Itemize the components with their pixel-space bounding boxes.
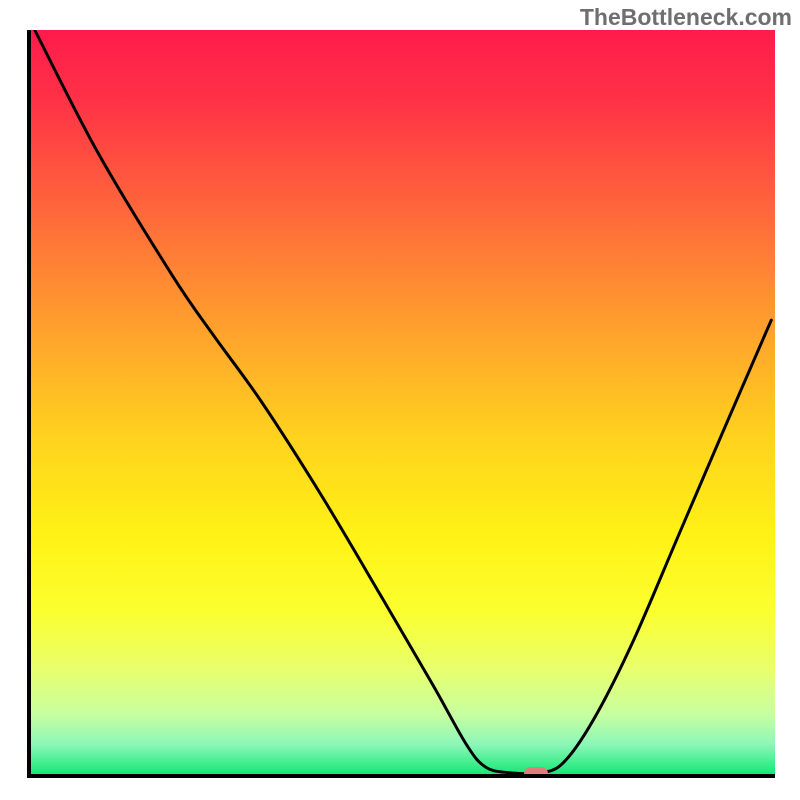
watermark-text: TheBottleneck.com <box>580 4 792 31</box>
chart-container: TheBottleneck.com <box>0 0 800 800</box>
plot-area <box>27 30 775 778</box>
bottleneck-curve <box>31 30 775 774</box>
optimal-point-marker <box>524 767 548 778</box>
